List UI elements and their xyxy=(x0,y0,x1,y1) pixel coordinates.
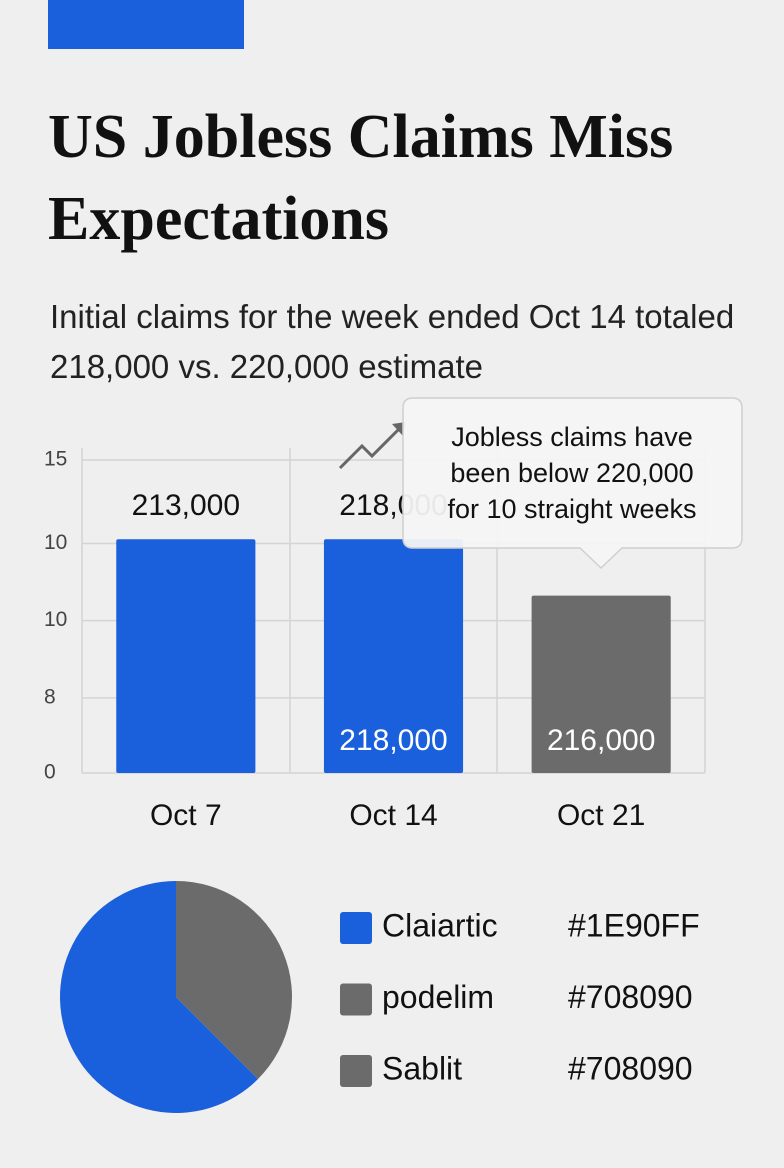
x-tick-label: Oct 21 xyxy=(557,799,645,832)
y-tick-label: 8 xyxy=(44,685,56,708)
pie-slice xyxy=(59,881,259,1113)
legend-label: Claiartic xyxy=(382,907,498,943)
legend-color-code: #708090 xyxy=(568,979,693,1015)
subtitle: Initial claims for the week ended Oct 14… xyxy=(50,298,735,385)
bar xyxy=(323,539,464,773)
title: US Jobless Claims Miss Expectations xyxy=(48,103,674,253)
y-tick-label: 15 xyxy=(44,448,67,471)
legend-label: Sablit xyxy=(382,1050,462,1086)
y-tick-label: 0 xyxy=(44,761,56,784)
y-tick-label: 10 xyxy=(44,531,67,554)
callout-box xyxy=(402,397,743,570)
callout-text: Jobless claims have xyxy=(451,422,693,452)
legend-swatch xyxy=(340,912,372,944)
bar-label: 213,000 xyxy=(132,489,240,522)
legend-color-code: #708090 xyxy=(568,1050,693,1086)
bar xyxy=(116,539,256,773)
x-tick-label: Oct 7 xyxy=(150,799,222,832)
callout-text: for 10 straight weeks xyxy=(447,494,696,524)
callout: Jobless claims have been below 220,000 f… xyxy=(402,397,743,570)
bar-label-inside: 218,000 xyxy=(339,724,447,757)
pie-slice xyxy=(176,881,292,1080)
pie-chart xyxy=(59,881,292,1113)
y-tick-label: 10 xyxy=(44,608,67,631)
legend-label: podelim xyxy=(382,979,494,1015)
trend-icon xyxy=(338,426,402,470)
callout-text: been below 220,000 xyxy=(450,458,693,488)
legend-swatch xyxy=(340,1055,372,1087)
legend-swatch xyxy=(340,983,372,1016)
x-tick-label: Oct 14 xyxy=(349,799,437,832)
accent-bar xyxy=(48,0,244,49)
bar-label-inside: 216,000 xyxy=(547,724,655,757)
legend: Claiartic #1E90FF podelim #708090 Sablit #708… xyxy=(340,907,700,1087)
legend-color-code: #1E90FF xyxy=(568,907,700,943)
bar xyxy=(531,595,671,773)
